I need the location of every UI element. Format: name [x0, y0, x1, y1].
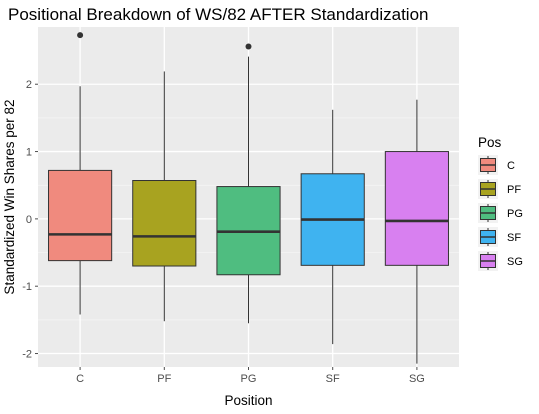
legend-item-pg: PG — [478, 203, 523, 223]
y-ticks: -2 -1 0 1 2 — [22, 79, 38, 361]
y-tick-label: 2 — [26, 79, 32, 91]
boxes — [48, 32, 449, 364]
x-tick-label: PF — [157, 373, 171, 385]
chart-title: Positional Breakdown of WS/82 AFTER Stan… — [8, 5, 429, 24]
legend-item-c: C — [478, 155, 515, 175]
legend-label: SF — [507, 232, 521, 244]
x-ticks: C PF PG SF SG — [76, 367, 425, 385]
legend-item-pf: PF — [478, 179, 521, 199]
y-tick-label: 0 — [26, 214, 32, 226]
x-tick-label: C — [76, 373, 84, 385]
box-c — [48, 32, 113, 315]
legend-title: Pos — [478, 135, 502, 150]
box-pg — [216, 43, 281, 324]
box-sg — [384, 99, 449, 364]
legend-label: PF — [507, 184, 521, 196]
legend-item-sg: SG — [478, 251, 523, 271]
x-tick-label: SF — [326, 373, 340, 385]
legend-item-sf: SF — [478, 227, 521, 247]
x-axis-title: Position — [224, 393, 272, 408]
legend-items: C PF PG SF SG — [478, 155, 523, 271]
y-axis-title: Standardized Win Shares per 82 — [2, 99, 17, 294]
box-iqr — [48, 169, 113, 262]
x-tick-label: SG — [409, 373, 425, 385]
box-iqr — [132, 180, 197, 267]
box-iqr — [384, 151, 449, 266]
legend: Pos C PF PG SF SG — [478, 135, 523, 271]
outlier-point — [77, 32, 84, 39]
y-tick-label: 1 — [26, 147, 32, 159]
y-tick-label: -1 — [22, 281, 32, 293]
legend-label: C — [507, 160, 515, 172]
legend-label: PG — [507, 208, 523, 220]
box-sf — [300, 109, 365, 345]
legend-label: SG — [507, 256, 523, 268]
y-tick-label: -2 — [22, 349, 32, 361]
box-pf — [132, 71, 197, 322]
x-tick-label: PG — [241, 373, 257, 385]
outlier-point — [245, 43, 252, 50]
